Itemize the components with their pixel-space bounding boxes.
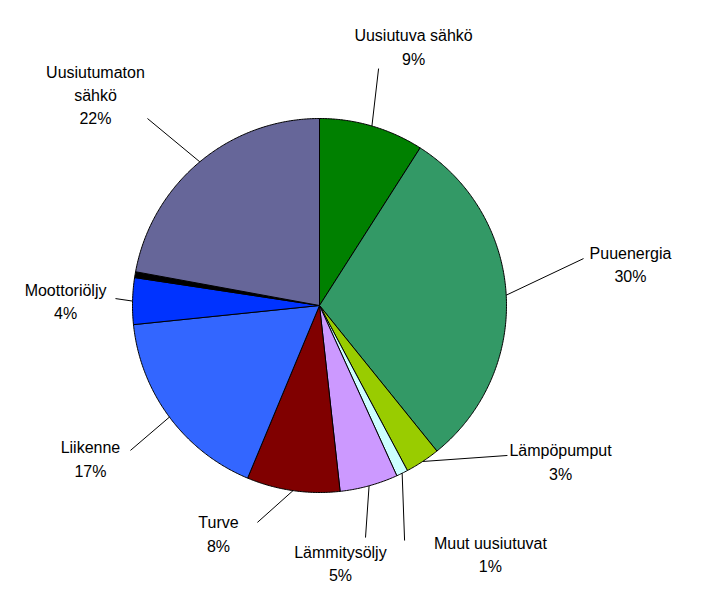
svg-text:Lämpöpumput3%: Lämpöpumput3% bbox=[509, 442, 612, 482]
svg-text:Muut uusiutuvat1%: Muut uusiutuvat1% bbox=[434, 535, 548, 575]
svg-text:Turve8%: Turve8% bbox=[198, 514, 238, 554]
svg-text:Uusiutuva sähkö9%: Uusiutuva sähkö9% bbox=[354, 27, 472, 67]
svg-text:Lämmitysöljy5%: Lämmitysöljy5% bbox=[294, 544, 386, 584]
svg-text:Moottoriöljy4%: Moottoriöljy4% bbox=[25, 282, 107, 322]
svg-text:Puuenergia30%: Puuenergia30% bbox=[590, 245, 672, 285]
svg-text:Liikenne17%: Liikenne17% bbox=[61, 439, 121, 479]
svg-text:Uusiutumatonsähkö22%: Uusiutumatonsähkö22% bbox=[46, 64, 145, 127]
